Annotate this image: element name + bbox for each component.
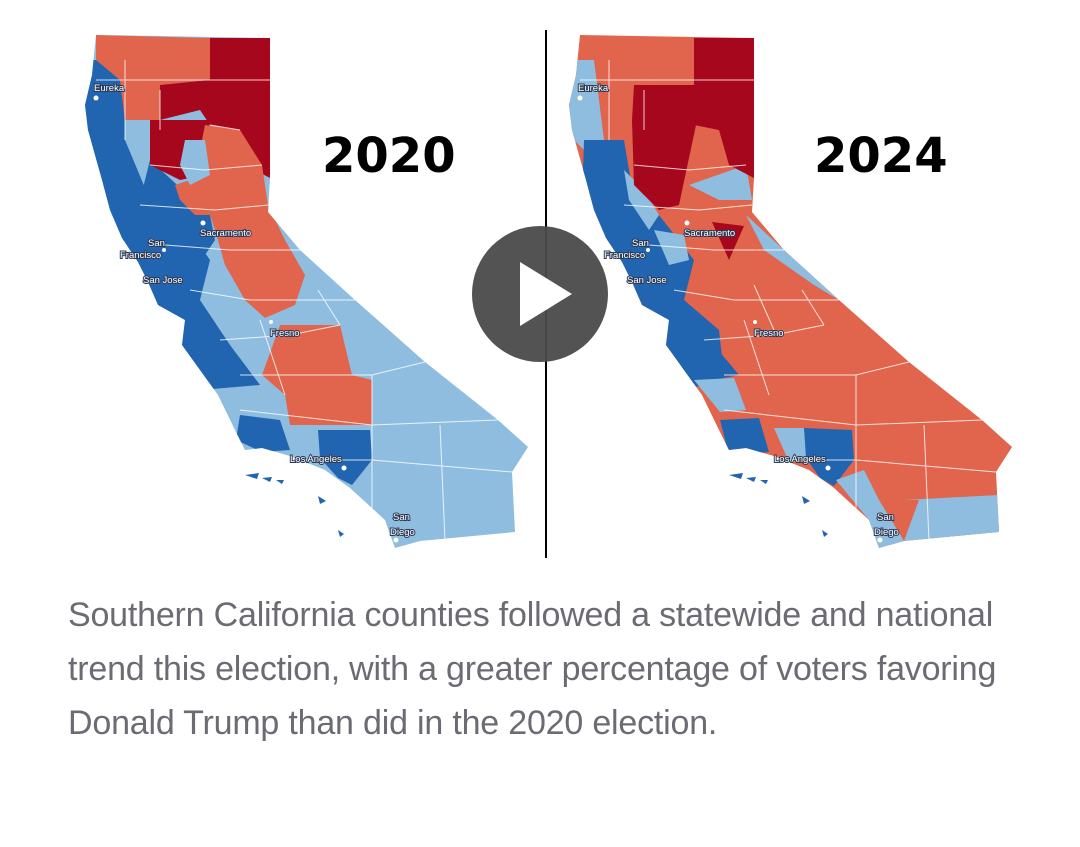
video-player[interactable]: Eureka Sacramento San Francisco San Jose… <box>0 0 1080 580</box>
city-label: San <box>632 238 649 249</box>
city-label: San Jose <box>143 275 183 286</box>
city-label: Diego <box>390 527 415 538</box>
city-label: Diego <box>874 527 899 538</box>
city-label: Sacramento <box>200 228 251 239</box>
city-label: Los Angeles <box>290 454 342 465</box>
year-label-2020: 2020 <box>322 128 456 184</box>
city-label: San <box>393 512 410 523</box>
map-2020: Eureka Sacramento San Francisco San Jose… <box>85 35 528 548</box>
caption: Southern California counties followed a … <box>68 596 997 742</box>
city-label: Francisco <box>604 250 645 261</box>
city-label: Eureka <box>578 83 609 94</box>
city-label: San <box>877 512 894 523</box>
city-label: Los Angeles <box>774 454 826 465</box>
city-label: Sacramento <box>684 228 735 239</box>
city-label: Fresno <box>270 328 300 339</box>
play-icon <box>520 262 572 326</box>
year-label-2024: 2024 <box>814 128 948 184</box>
city-label: San <box>148 238 165 249</box>
city-label: Eureka <box>94 83 125 94</box>
city-label: Francisco <box>120 250 161 261</box>
city-label: Fresno <box>754 328 784 339</box>
city-label: San Jose <box>627 275 667 286</box>
play-button[interactable] <box>472 226 608 362</box>
map-2024: Eureka Sacramento San Francisco San Jose… <box>569 35 1012 548</box>
